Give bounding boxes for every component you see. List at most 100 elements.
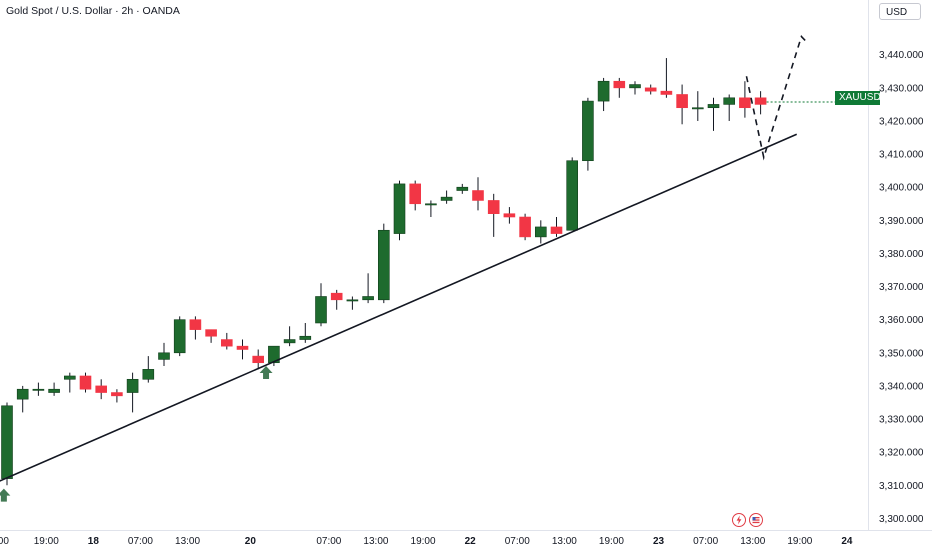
drawings xyxy=(0,34,868,502)
candle-body xyxy=(126,378,139,393)
candle xyxy=(629,81,641,95)
candle-body xyxy=(613,80,626,89)
candle-body xyxy=(754,97,767,105)
candle xyxy=(582,97,594,171)
flag-icon[interactable] xyxy=(749,513,763,527)
time-tick-label: 13:00 xyxy=(740,536,765,547)
candle xyxy=(79,372,92,393)
candle-body xyxy=(550,226,563,234)
time-tick-label: 07:00 xyxy=(693,536,718,547)
symbol-label: XAUUSD xyxy=(835,91,881,105)
candle-body xyxy=(95,385,107,393)
candle xyxy=(456,183,469,194)
price-tick-label: 3,430.000 xyxy=(879,83,924,94)
time-tick-label: 23 xyxy=(653,536,665,547)
lightning-icon[interactable] xyxy=(732,513,746,527)
price-tick-label: 3,420.000 xyxy=(879,116,924,127)
candle-body xyxy=(315,296,327,324)
candle-body xyxy=(236,345,249,350)
candle xyxy=(142,356,155,383)
candle-body xyxy=(205,329,217,337)
candle-body xyxy=(472,190,484,201)
candle xyxy=(723,94,736,121)
price-tick-label: 3,340.000 xyxy=(879,381,924,392)
price-tick-label: 3,380.000 xyxy=(879,249,924,260)
candle xyxy=(32,382,45,396)
candle xyxy=(487,193,500,237)
candle xyxy=(236,339,249,360)
time-tick-label: 13:00 xyxy=(363,536,388,547)
candle xyxy=(691,91,704,121)
candle xyxy=(550,217,563,237)
price-tick-label: 3,300.000 xyxy=(879,514,924,525)
candle xyxy=(221,332,233,350)
candle xyxy=(644,84,657,95)
time-tick-label: 19:00 xyxy=(787,536,812,547)
candle-body xyxy=(566,160,579,231)
candle-body xyxy=(425,203,437,206)
candle xyxy=(126,372,139,413)
candle xyxy=(676,84,688,125)
candle-body xyxy=(142,369,155,380)
last-price-value: 3,425.740 xyxy=(878,92,923,103)
candle-body xyxy=(519,216,531,238)
candle-body xyxy=(64,375,76,380)
price-axis[interactable]: 3,300.000 3,310.000 3,320.000 3,330.000 3,34… xyxy=(879,50,924,525)
candle xyxy=(660,58,673,98)
candle xyxy=(534,220,547,244)
candle xyxy=(205,329,217,343)
candle-body xyxy=(676,94,688,109)
candle-body xyxy=(440,196,453,201)
candle-body xyxy=(346,299,359,302)
candle-body xyxy=(739,97,751,109)
candle-body xyxy=(456,186,469,191)
candle xyxy=(173,316,186,357)
trend-line[interactable] xyxy=(0,133,798,482)
candle-body xyxy=(16,388,29,400)
time-tick-label: 07:00 xyxy=(505,536,530,547)
candle xyxy=(268,345,280,367)
time-tick-label: 24 xyxy=(841,536,853,547)
candle xyxy=(158,342,170,367)
candle xyxy=(1,402,13,486)
candle-body xyxy=(503,213,516,218)
candle xyxy=(377,223,390,304)
bar-countdown: 37:36 xyxy=(878,105,904,116)
time-axis[interactable]: 3:00 19:00 18 07:00 13:00 20 07:00 13:00 19:00 22… xyxy=(0,536,853,547)
candle-body xyxy=(173,319,186,354)
candle-body xyxy=(79,375,92,390)
candle-body xyxy=(534,226,547,238)
candle xyxy=(707,97,720,131)
candles xyxy=(1,58,767,486)
candle-body xyxy=(362,296,374,301)
price-tick-label: 3,390.000 xyxy=(879,216,924,227)
candle-body xyxy=(268,345,280,364)
time-tick-label: 07:00 xyxy=(316,536,341,547)
candle-body xyxy=(597,80,610,102)
candle-body xyxy=(111,392,123,397)
candle xyxy=(95,379,107,400)
currency-selector[interactable]: USD xyxy=(879,3,921,20)
candle-body xyxy=(158,352,170,360)
candle-body xyxy=(644,87,657,92)
time-tick-label: 19:00 xyxy=(34,536,59,547)
candle xyxy=(346,296,359,310)
time-tick-label: 13:00 xyxy=(175,536,200,547)
candle-body xyxy=(1,405,13,479)
time-tick-label: 13:00 xyxy=(552,536,577,547)
candle xyxy=(566,157,579,231)
candle-body xyxy=(48,388,60,393)
price-tick-label: 3,410.000 xyxy=(879,150,924,161)
candle xyxy=(315,283,327,327)
price-tick-label: 3,440.000 xyxy=(879,50,924,61)
time-tick-label: 3:00 xyxy=(0,536,9,547)
candle-body xyxy=(377,229,390,301)
candle-body xyxy=(487,200,500,215)
projection-path[interactable] xyxy=(745,34,809,161)
candle xyxy=(362,273,374,304)
candle xyxy=(409,180,422,211)
time-tick-label: 18 xyxy=(88,536,100,547)
arrow-up-icon xyxy=(0,488,11,502)
candle xyxy=(64,372,76,393)
